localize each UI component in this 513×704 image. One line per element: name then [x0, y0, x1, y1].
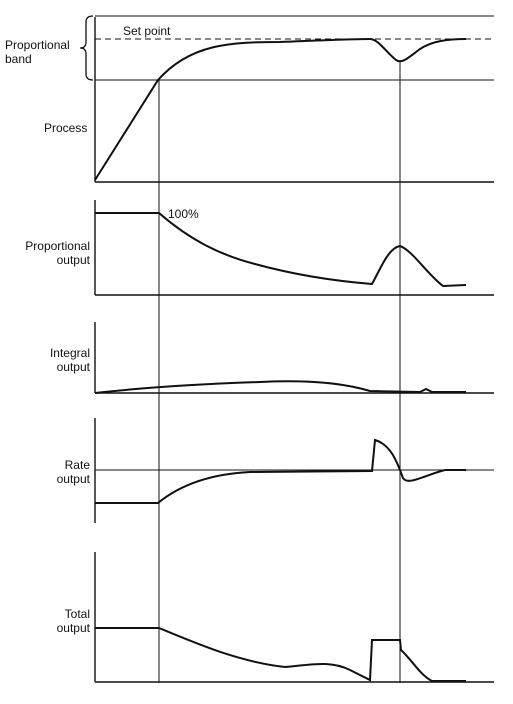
proportional-output-label: Proportional output [8, 239, 90, 267]
proportional-band-label: Proportional band [5, 38, 70, 66]
rate-output-curve [95, 438, 466, 504]
proportional-band-label-line2: band [5, 52, 32, 66]
proportional-band-label-line1: Proportional [5, 38, 70, 52]
integral-output-label-line2: output [56, 360, 90, 374]
total-output-label-line1: Total [64, 607, 90, 621]
rate-output-label-line2: output [56, 472, 90, 486]
set-point-label: Set point [123, 24, 171, 38]
total-output-label: Total output [8, 607, 90, 635]
proportional-band-brace [79, 15, 94, 81]
integral-output-label-line1: Integral [49, 346, 90, 360]
proportional-output-curve [95, 212, 467, 288]
proportional-output-label-line1: Proportional [25, 239, 90, 253]
process-curve [94, 37, 467, 181]
proportional-output-label-line2: output [56, 253, 90, 267]
total-output-curve [95, 627, 466, 682]
rate-output-label: Rate output [8, 458, 90, 486]
integral-output-label: Integral output [8, 346, 90, 374]
total-output-label-line2: output [56, 621, 90, 635]
integral-output-curve [94, 380, 466, 394]
hundred-percent-label: 100% [168, 207, 199, 221]
process-label: Process [44, 121, 88, 135]
rate-output-label-line1: Rate [64, 458, 90, 472]
